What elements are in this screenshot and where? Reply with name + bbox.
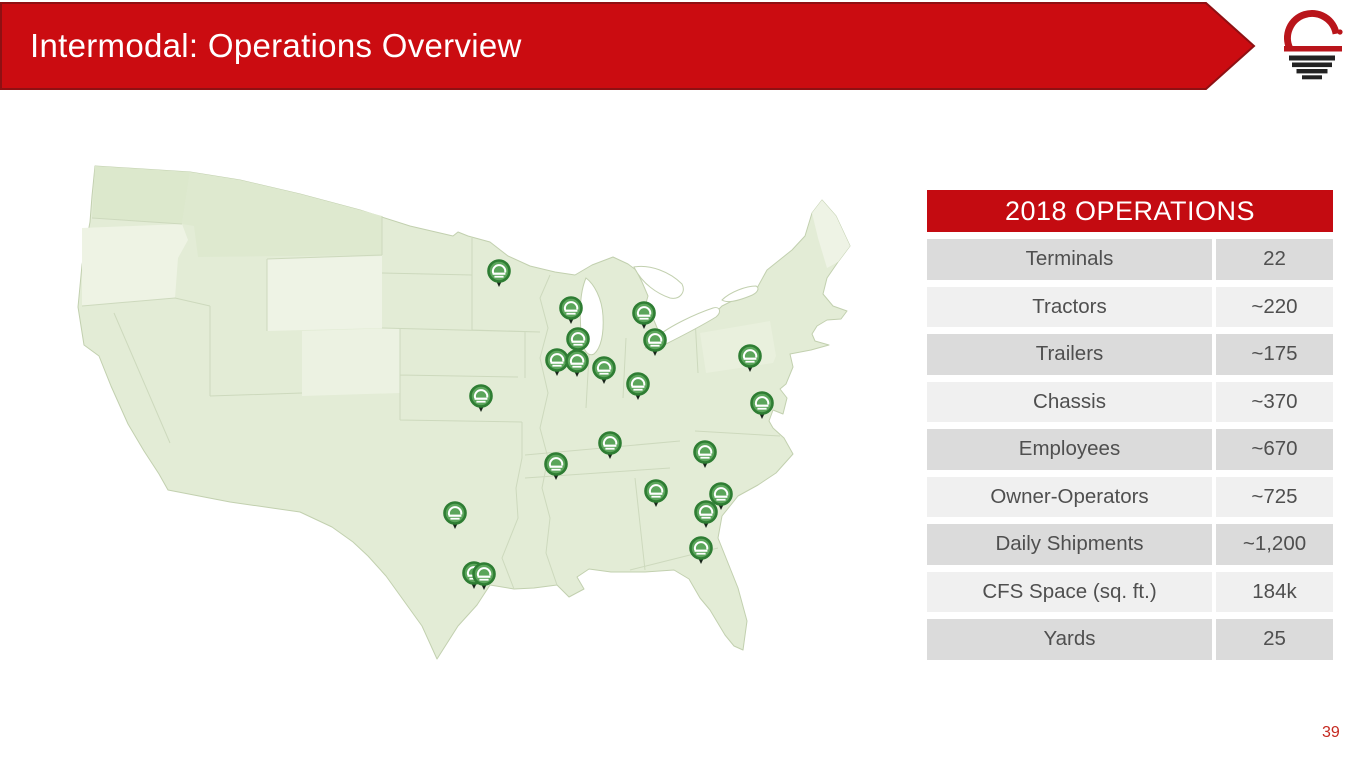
row-value: ~175	[1216, 334, 1333, 375]
operations-table-rows: Terminals 22 Tractors ~220 Trailers ~175 Chass…	[927, 239, 1333, 660]
table-row: CFS Space (sq. ft.) 184k	[927, 571, 1333, 612]
row-label: Terminals	[927, 239, 1212, 280]
header-banner	[0, 2, 1256, 90]
row-value: ~670	[1216, 429, 1333, 470]
row-value: ~1,200	[1216, 524, 1333, 565]
row-label: Trailers	[927, 334, 1212, 375]
us-map	[77, 165, 851, 660]
us-land-outline	[77, 165, 851, 660]
row-value: ~220	[1216, 286, 1333, 327]
row-label: CFS Space (sq. ft.)	[927, 571, 1212, 612]
header-banner-shape	[0, 2, 1256, 90]
table-row: Tractors ~220	[927, 286, 1333, 327]
table-row: Owner-Operators ~725	[927, 476, 1333, 517]
state-shading	[82, 166, 850, 396]
page-number: 39	[1322, 724, 1340, 741]
table-row: Employees ~670	[927, 429, 1333, 470]
table-row: Daily Shipments ~1,200	[927, 524, 1333, 565]
row-label: Employees	[927, 429, 1212, 470]
table-row: Terminals 22	[927, 239, 1333, 280]
row-value: ~370	[1216, 381, 1333, 422]
row-value: 22	[1216, 239, 1333, 280]
row-label: Yards	[927, 619, 1212, 660]
table-row: Trailers ~175	[927, 334, 1333, 375]
state-borders	[81, 216, 781, 590]
row-value: 184k	[1216, 571, 1333, 612]
row-label: Owner-Operators	[927, 476, 1212, 517]
row-value: 25	[1216, 619, 1333, 660]
row-value: ~725	[1216, 476, 1333, 517]
row-label: Tractors	[927, 286, 1212, 327]
table-row: Yards 25	[927, 619, 1333, 660]
company-logo	[1284, 10, 1343, 80]
arch-over-stripes-logo-icon	[1284, 10, 1343, 80]
operations-table: 2018 OPERATIONS Terminals 22 Tractors ~220 T…	[927, 190, 1333, 660]
table-row: Chassis ~370	[927, 381, 1333, 422]
row-label: Chassis	[927, 381, 1212, 422]
operations-table-header: 2018 OPERATIONS	[927, 190, 1333, 232]
row-label: Daily Shipments	[927, 524, 1212, 565]
page-title: Intermodal: Operations Overview	[30, 27, 522, 64]
